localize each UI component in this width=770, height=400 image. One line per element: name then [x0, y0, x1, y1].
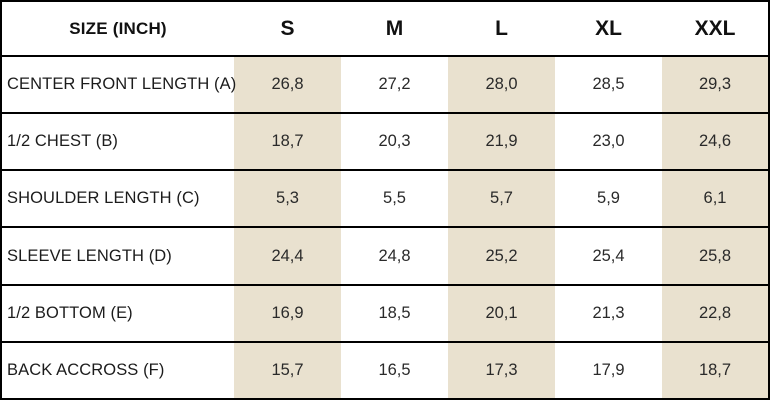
- table-row: BACK ACCROSS (F) 15,7 16,5 17,3 17,9 18,7: [1, 341, 769, 399]
- measurement-value-cell: 21,3: [592, 303, 625, 322]
- measurement-value-cell: 25,4: [592, 246, 625, 265]
- table-row: 1/2 BOTTOM (E) 16,9 18,5 20,1 21,3 22,8: [1, 284, 769, 342]
- measurement-value-cell: 25,2: [448, 227, 555, 285]
- header-row: SIZE (INCH) S M L XL XXL: [1, 1, 769, 56]
- measurement-value-cell: 24,6: [662, 113, 769, 171]
- table-body: CENTER FRONT LENGTH (A) 26,8 27,2 28,0 28,5 2…: [1, 56, 769, 399]
- measurement-row-label: SLEEVE LENGTH (D): [7, 246, 172, 265]
- measurement-value-cell: 16,5: [378, 360, 411, 379]
- table-row: SLEEVE LENGTH (D) 24,4 24,8 25,2 25,4 25,8: [1, 227, 769, 285]
- measurement-value-cell: 5,3: [234, 170, 341, 228]
- measurement-value-cell: 21,9: [448, 113, 555, 171]
- measurement-value-cell: 5,5: [383, 189, 406, 208]
- measurement-value-cell: 24,8: [378, 246, 411, 265]
- measurement-row-label: BACK ACCROSS (F): [7, 360, 165, 379]
- size-column-header: XXL: [694, 16, 736, 40]
- size-unit-header: SIZE (INCH): [69, 18, 167, 38]
- measurement-value-cell: 23,0: [592, 132, 625, 151]
- measurement-value-cell: 18,7: [662, 341, 769, 399]
- measurement-value-cell: 28,0: [448, 56, 555, 114]
- measurement-value-cell: 20,3: [378, 132, 411, 151]
- measurement-value-cell: 16,9: [234, 284, 341, 342]
- measurement-value-cell: 25,8: [662, 227, 769, 285]
- measurement-value-cell: 29,3: [662, 56, 769, 114]
- size-column-header: M: [385, 16, 404, 40]
- measurement-value-cell: 22,8: [662, 284, 769, 342]
- table-row: 1/2 CHEST (B) 18,7 20,3 21,9 23,0 24,6: [1, 113, 769, 171]
- measurement-value-cell: 24,4: [234, 227, 341, 285]
- measurement-value-cell: 6,1: [662, 170, 769, 228]
- table-row: CENTER FRONT LENGTH (A) 26,8 27,2 28,0 28,5 2…: [1, 56, 769, 114]
- measurement-value-cell: 5,7: [448, 170, 555, 228]
- measurement-row-label: CENTER FRONT LENGTH (A): [7, 75, 237, 94]
- measurement-value-cell: 17,3: [448, 341, 555, 399]
- measurement-value-cell: 26,8: [234, 56, 341, 114]
- size-column-header: S: [280, 16, 295, 40]
- table-header: SIZE (INCH) S M L XL XXL: [1, 1, 769, 56]
- measurement-value-cell: 20,1: [448, 284, 555, 342]
- table-row: SHOULDER LENGTH (C) 5,3 5,5 5,7 5,9 6,1: [1, 170, 769, 228]
- measurement-value-cell: 15,7: [234, 341, 341, 399]
- size-column-header: L: [495, 16, 508, 40]
- measurement-value-cell: 27,2: [378, 75, 411, 94]
- measurement-value-cell: 5,9: [597, 189, 620, 208]
- measurement-value-cell: 18,5: [378, 303, 411, 322]
- measurement-value-cell: 18,7: [234, 113, 341, 171]
- measurement-value-cell: 17,9: [592, 360, 625, 379]
- size-column-header: XL: [595, 16, 622, 40]
- measurement-row-label: 1/2 CHEST (B): [7, 132, 119, 151]
- measurement-row-label: SHOULDER LENGTH (C): [7, 189, 200, 208]
- measurement-row-label: 1/2 BOTTOM (E): [7, 303, 133, 322]
- measurement-value-cell: 28,5: [592, 75, 625, 94]
